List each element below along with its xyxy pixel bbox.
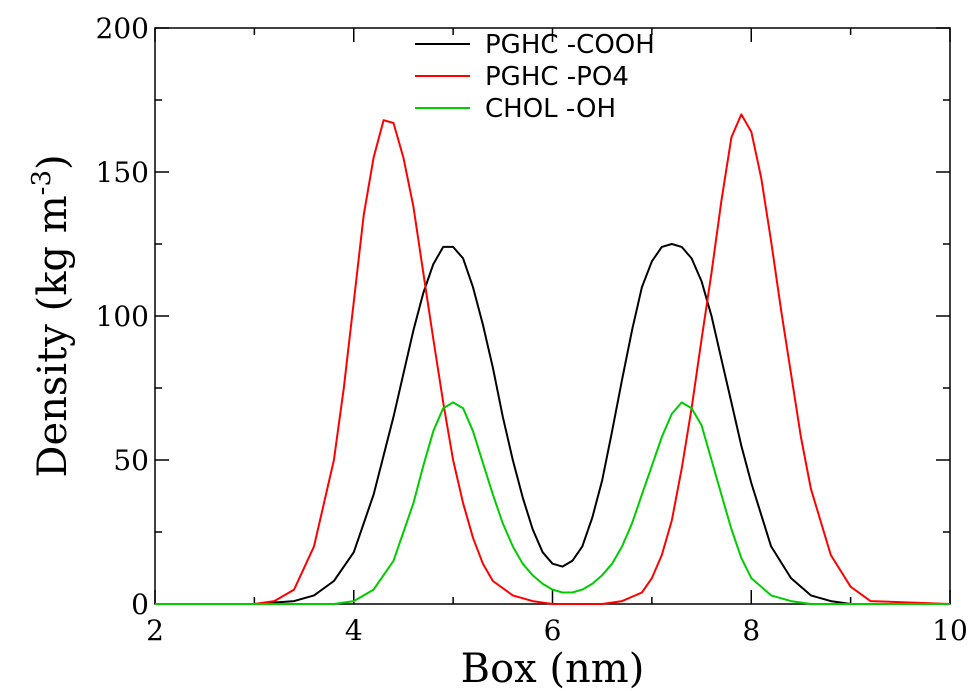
x-tick-label: 10 xyxy=(932,614,968,647)
y-tick-label: 200 xyxy=(96,12,149,45)
x-tick-label: 6 xyxy=(544,614,562,647)
legend-label: PGHC -COOH xyxy=(485,30,655,60)
y-tick-label: 0 xyxy=(131,588,149,621)
series-layer xyxy=(155,113,951,605)
y-tick-label: 100 xyxy=(96,300,149,333)
y-tick-label: 150 xyxy=(96,156,149,189)
legend-label: CHOL -OH xyxy=(485,94,616,124)
y-axis-title-main: Density (kg m xyxy=(30,195,76,477)
series-line-chol-oh xyxy=(155,401,950,605)
y-axis-title: Density (kg m-3) xyxy=(27,154,76,477)
x-tick-label: 2 xyxy=(146,614,164,647)
x-axis-title: Box (nm) xyxy=(461,646,645,691)
x-tick-label: 8 xyxy=(742,614,760,647)
x-tick-label: 4 xyxy=(345,614,363,647)
axis-ticks xyxy=(154,27,951,605)
legend-label: PGHC -PO4 xyxy=(485,62,629,92)
y-axis-title-superscript: -3 xyxy=(27,170,57,195)
y-tick-label: 50 xyxy=(113,444,149,477)
y-axis-title-close: ) xyxy=(30,154,76,170)
series-line-pghc-cooh xyxy=(155,243,950,605)
series-line-pghc-po4 xyxy=(155,113,951,605)
